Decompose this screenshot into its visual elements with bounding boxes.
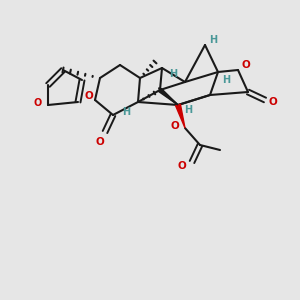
Text: H: H (209, 35, 217, 45)
Text: O: O (171, 121, 179, 131)
Text: O: O (242, 60, 250, 70)
Text: O: O (85, 91, 93, 101)
Text: O: O (268, 97, 278, 107)
Text: H: H (169, 69, 177, 79)
Polygon shape (176, 104, 185, 128)
Text: H: H (222, 75, 230, 85)
Text: O: O (34, 98, 42, 108)
Text: O: O (178, 161, 186, 171)
Text: H: H (122, 107, 130, 117)
Text: H: H (184, 105, 192, 115)
Text: O: O (96, 137, 104, 147)
Polygon shape (159, 88, 178, 105)
